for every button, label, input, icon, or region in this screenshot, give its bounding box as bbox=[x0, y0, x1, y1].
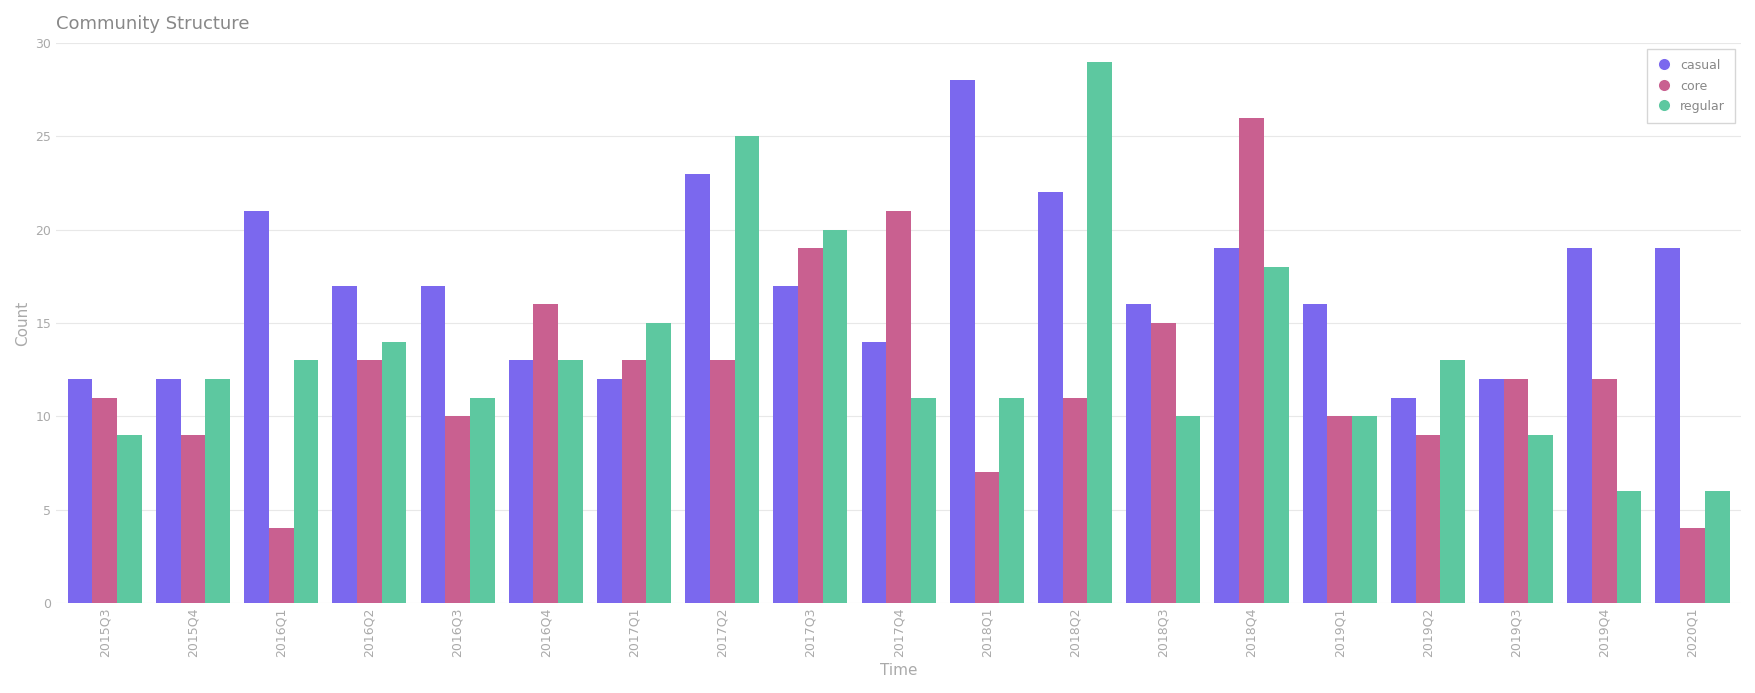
Bar bbox=[911, 398, 935, 603]
Bar bbox=[734, 137, 758, 603]
Bar bbox=[1704, 491, 1729, 603]
Bar bbox=[1264, 267, 1288, 603]
Bar bbox=[558, 360, 583, 603]
Bar bbox=[93, 398, 118, 603]
Bar bbox=[1327, 416, 1351, 603]
Bar bbox=[1390, 398, 1415, 603]
Bar bbox=[886, 211, 911, 603]
Bar bbox=[293, 360, 318, 603]
Bar bbox=[1567, 248, 1592, 603]
Bar bbox=[1592, 379, 1616, 603]
Bar bbox=[1125, 304, 1150, 603]
Bar bbox=[1439, 360, 1464, 603]
Bar bbox=[1302, 304, 1327, 603]
Bar bbox=[244, 211, 269, 603]
Bar bbox=[118, 435, 142, 603]
Bar bbox=[1616, 491, 1641, 603]
X-axis label: Time: Time bbox=[879, 663, 916, 678]
Bar bbox=[684, 174, 709, 603]
Bar bbox=[823, 229, 848, 603]
Bar bbox=[949, 80, 974, 603]
Bar bbox=[1502, 379, 1527, 603]
Bar bbox=[772, 286, 797, 603]
Y-axis label: Count: Count bbox=[16, 300, 30, 346]
Text: Community Structure: Community Structure bbox=[56, 15, 249, 33]
Bar bbox=[1478, 379, 1502, 603]
Legend: casual, core, regular: casual, core, regular bbox=[1646, 49, 1734, 123]
Bar bbox=[999, 398, 1023, 603]
Bar bbox=[1680, 528, 1704, 603]
Bar bbox=[862, 342, 886, 603]
Bar bbox=[156, 379, 181, 603]
Bar bbox=[1150, 323, 1174, 603]
Bar bbox=[1239, 118, 1264, 603]
Bar bbox=[1415, 435, 1439, 603]
Bar bbox=[1655, 248, 1680, 603]
Bar bbox=[332, 286, 356, 603]
Bar bbox=[470, 398, 495, 603]
Bar bbox=[381, 342, 405, 603]
Bar bbox=[1062, 398, 1086, 603]
Bar bbox=[181, 435, 205, 603]
Bar bbox=[1527, 435, 1551, 603]
Bar bbox=[797, 248, 823, 603]
Bar bbox=[709, 360, 734, 603]
Bar bbox=[205, 379, 230, 603]
Bar bbox=[597, 379, 621, 603]
Bar bbox=[1086, 62, 1111, 603]
Bar bbox=[356, 360, 381, 603]
Bar bbox=[974, 473, 999, 603]
Bar bbox=[1214, 248, 1239, 603]
Bar bbox=[534, 304, 558, 603]
Bar bbox=[1037, 192, 1062, 603]
Bar bbox=[421, 286, 446, 603]
Bar bbox=[621, 360, 646, 603]
Bar bbox=[446, 416, 470, 603]
Bar bbox=[1351, 416, 1376, 603]
Bar bbox=[509, 360, 534, 603]
Bar bbox=[646, 323, 670, 603]
Bar bbox=[68, 379, 93, 603]
Bar bbox=[1174, 416, 1200, 603]
Bar bbox=[269, 528, 293, 603]
